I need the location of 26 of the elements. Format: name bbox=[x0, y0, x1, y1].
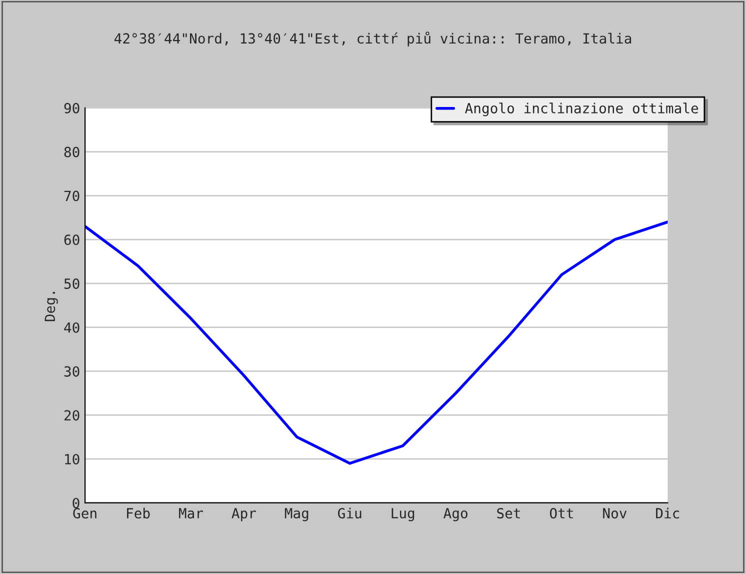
x-tick-label: Mag bbox=[284, 508, 308, 522]
x-tick-label: Set bbox=[497, 508, 520, 519]
y-tick-label: 0 bbox=[72, 498, 80, 508]
chart-title: 42°38′44"Nord, 13°40′41"Est, cittŕ piů vicina:: Teramo, Italia bbox=[114, 32, 632, 46]
x-tick-label: Ott bbox=[550, 508, 573, 519]
y-tick-label: 60 bbox=[64, 234, 80, 246]
y-tick-label: 40 bbox=[64, 322, 80, 333]
y-tick-label: 30 bbox=[64, 366, 80, 377]
y-tick-label: 50 bbox=[64, 278, 80, 289]
x-tick-label: Nov bbox=[603, 508, 627, 519]
y-tick-label: 80 bbox=[64, 146, 80, 158]
x-tick-label: Giu bbox=[338, 508, 362, 519]
x-tick-label: Apr bbox=[232, 508, 256, 522]
x-tick-label: Lug bbox=[392, 508, 414, 522]
y-axis-title: Deg. bbox=[44, 292, 58, 322]
y-tick-label: 20 bbox=[64, 410, 80, 421]
y-tick-label: 90 bbox=[64, 102, 80, 114]
x-tick-label: Feb bbox=[127, 508, 150, 519]
y-tick-label: 10 bbox=[65, 454, 80, 464]
line-series bbox=[85, 220, 668, 465]
x-tick-label: Mar bbox=[179, 508, 203, 519]
legend-label: Angolo inclinazione ottimale bbox=[464, 102, 698, 116]
x-tick-label: Ago bbox=[444, 508, 468, 522]
x-tick-label: Dic bbox=[656, 508, 680, 519]
x-tick-label: Gen bbox=[73, 508, 96, 519]
y-tick-label: 70 bbox=[64, 190, 80, 202]
